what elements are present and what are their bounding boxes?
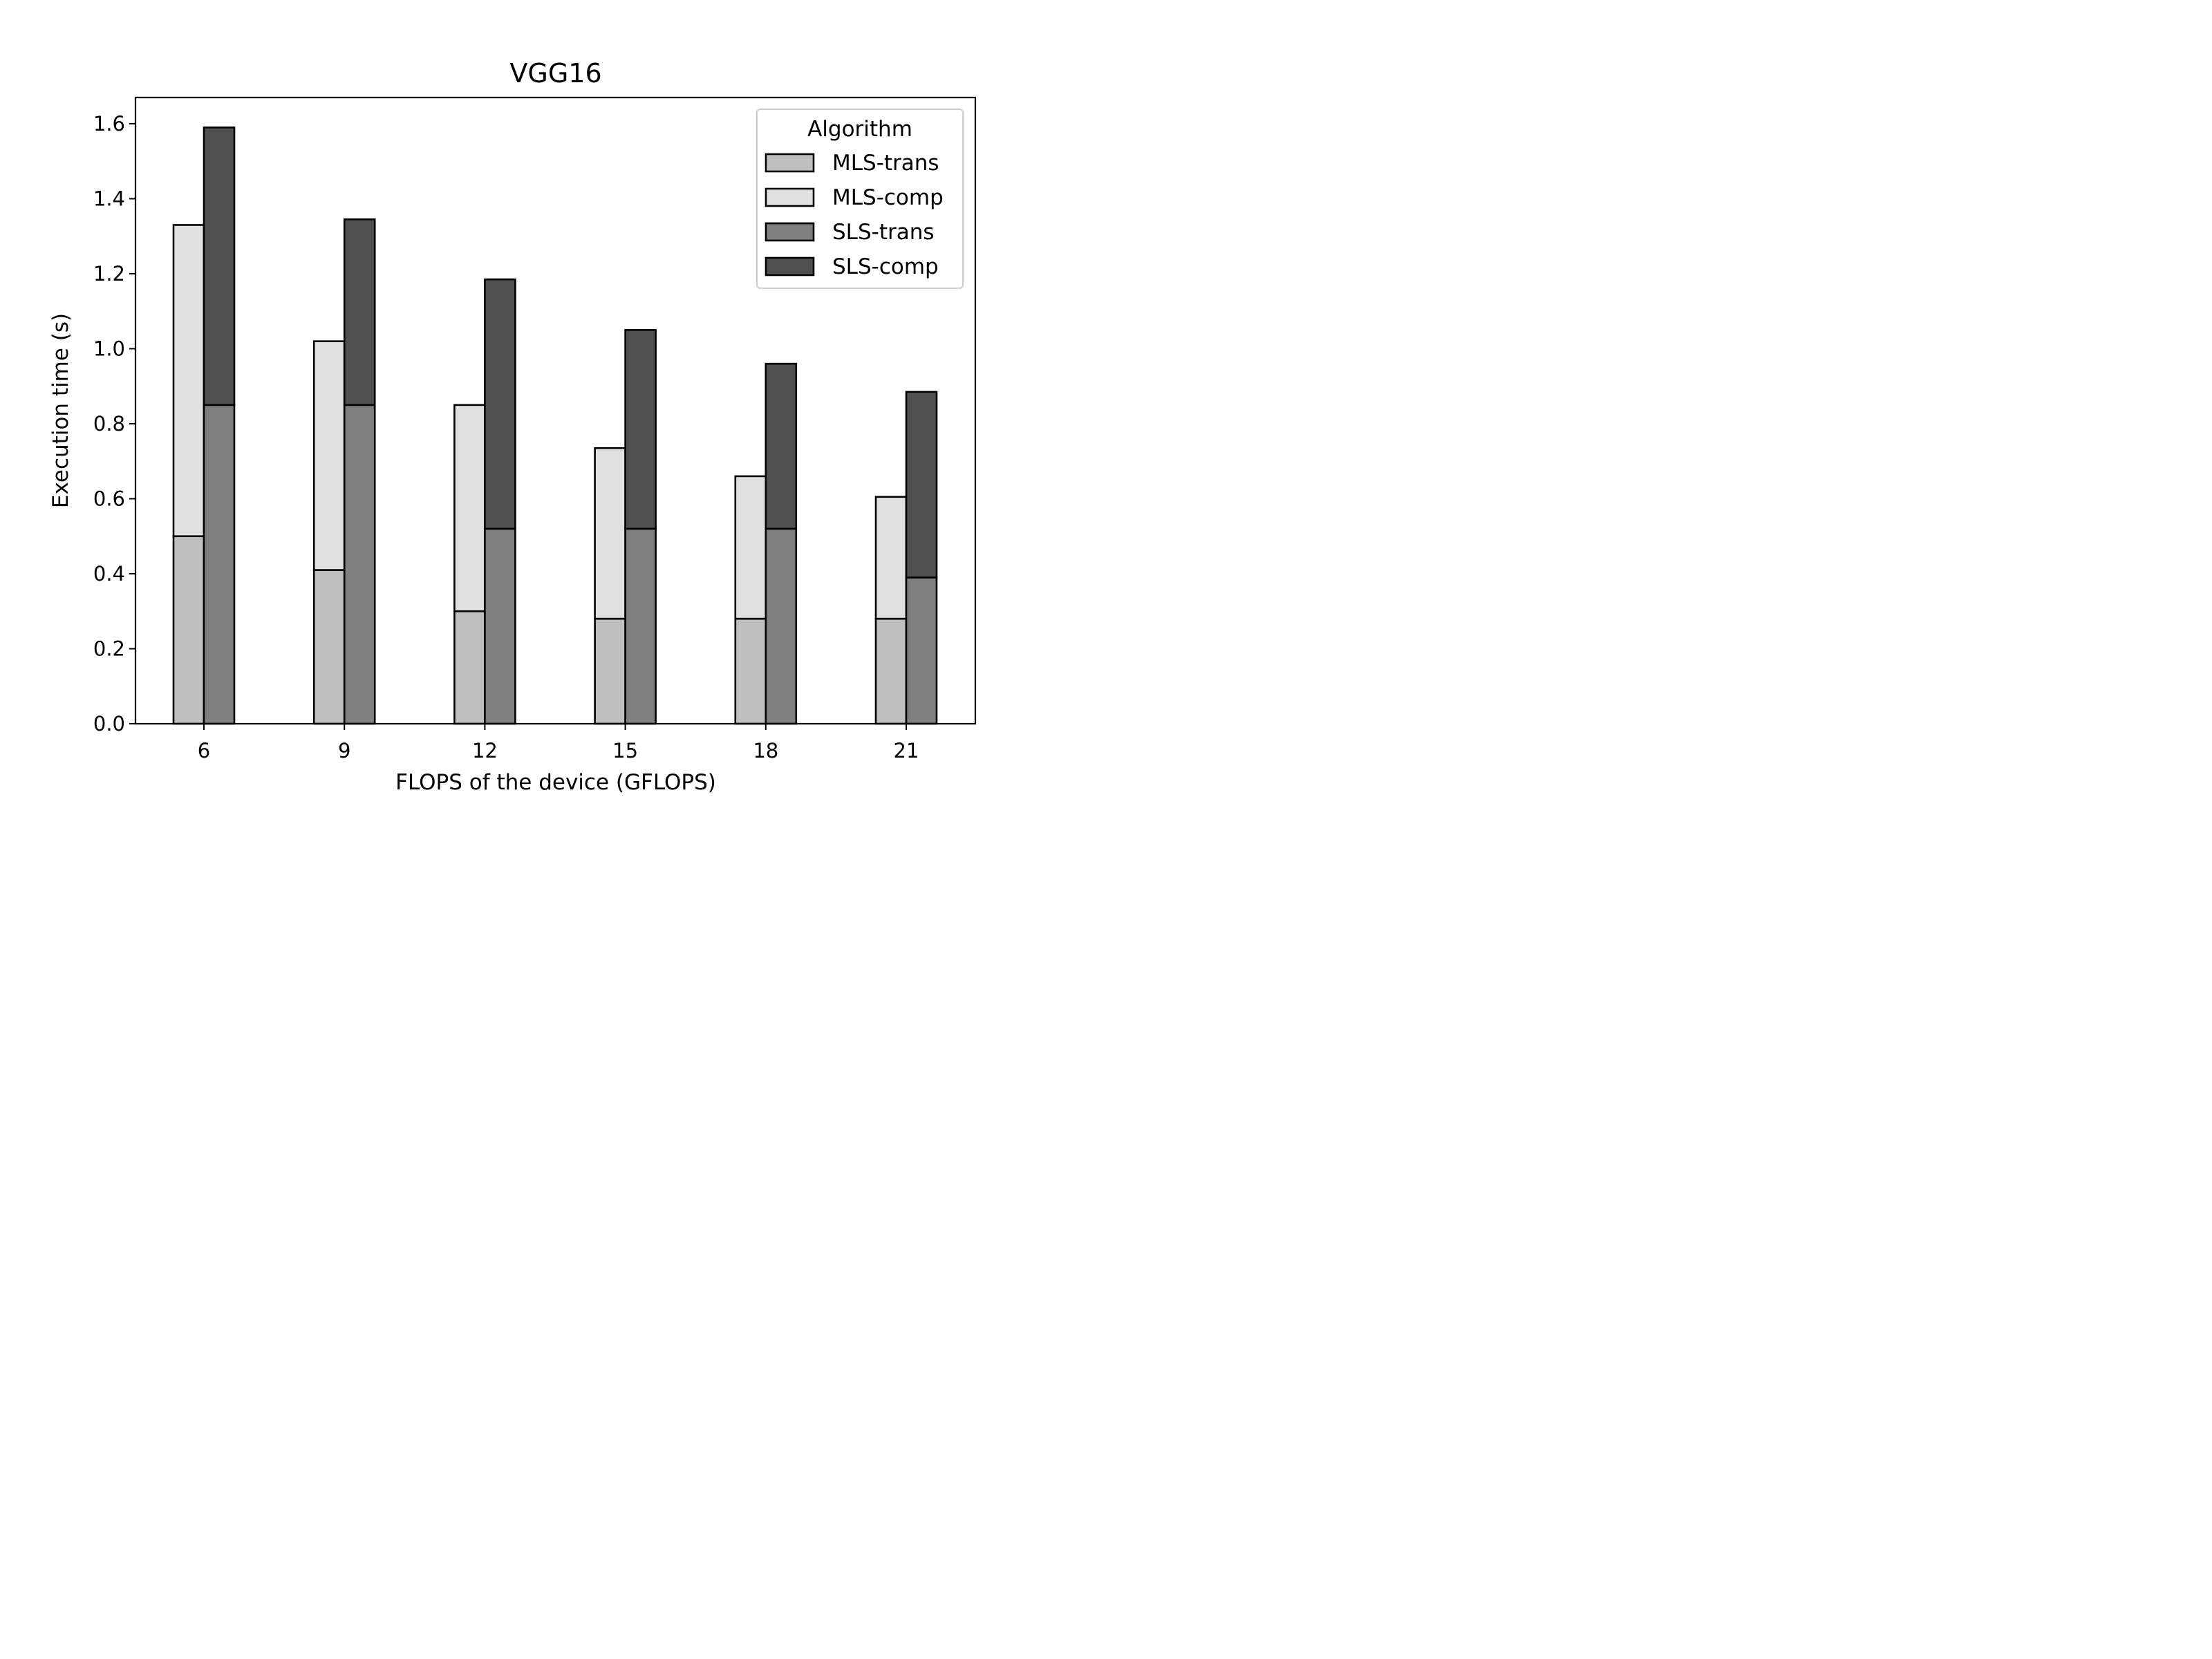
bar-mls-trans-9 (312, 569, 346, 725)
chart: VGG16 0.0 0.2 0.4 0.6 0.8 1.0 1.2 1.4 1.6 6 9 12 15… (0, 0, 1070, 803)
chart-title: VGG16 (509, 58, 601, 88)
legend-label-sls-comp: SLS-comp (832, 254, 939, 279)
x-tick-label: 15 (612, 739, 638, 762)
bar-mls-trans-21 (874, 617, 908, 725)
x-tick-label: 6 (198, 739, 210, 762)
y-tick-label: 1.4 (93, 187, 125, 210)
bar-mls-trans-6 (172, 535, 205, 725)
legend-entries: MLS-trans MLS-comp SLS-trans SLS-comp (765, 151, 944, 279)
legend-swatch-mls-trans (765, 153, 815, 173)
bar-mls-trans-12 (453, 610, 486, 725)
legend-label-mls-trans: MLS-trans (832, 151, 939, 176)
legend: Algorithm MLS-trans MLS-comp SLS-trans SLS-… (756, 109, 964, 289)
bar-sls-comp-9 (343, 218, 376, 406)
x-tick-label: 18 (753, 739, 778, 762)
legend-label-mls-comp: MLS-comp (832, 185, 944, 210)
y-tick-label: 1.2 (93, 262, 125, 285)
bar-mls-trans-15 (594, 617, 626, 725)
bar-sls-trans-18 (765, 527, 798, 725)
bar-sls-comp-6 (203, 126, 236, 406)
bars-layer (172, 126, 938, 725)
y-axis-ticks: 0.0 0.2 0.4 0.6 0.8 1.0 1.2 1.4 1.6 (93, 112, 135, 735)
y-tick-label: 0.2 (93, 637, 125, 660)
bar-sls-trans-15 (624, 527, 657, 725)
bar-sls-trans-9 (343, 404, 376, 725)
y-tick-label: 1.0 (93, 337, 125, 360)
y-tick-label: 0.4 (93, 562, 125, 585)
bar-sls-comp-18 (765, 362, 798, 530)
bar-sls-trans-6 (203, 404, 236, 725)
bar-mls-trans-18 (734, 617, 767, 725)
x-axis-label: FLOPS of the device (GFLOPS) (395, 770, 716, 795)
bar-mls-comp-15 (594, 447, 626, 620)
legend-swatch-sls-comp (765, 256, 815, 276)
bar-mls-comp-21 (874, 496, 908, 620)
bar-mls-comp-18 (734, 475, 767, 620)
y-tick-label: 1.6 (93, 112, 125, 135)
y-axis-label: Execution time (s) (48, 313, 73, 508)
bar-sls-trans-21 (905, 577, 938, 725)
bar-sls-trans-12 (484, 527, 516, 725)
x-tick-label: 21 (894, 739, 919, 762)
bar-mls-comp-12 (453, 404, 486, 612)
y-tick-label: 0.8 (93, 412, 125, 435)
x-tick-label: 12 (472, 739, 498, 762)
bar-mls-comp-6 (172, 224, 205, 538)
bar-mls-comp-9 (312, 340, 346, 571)
legend-label-sls-trans: SLS-trans (832, 220, 935, 245)
legend-swatch-mls-comp (765, 187, 815, 207)
bar-sls-comp-12 (484, 278, 516, 530)
legend-swatch-sls-trans (765, 222, 815, 242)
bar-sls-comp-15 (624, 329, 657, 530)
legend-title: Algorithm (807, 117, 912, 142)
x-tick-label: 9 (338, 739, 350, 762)
plot-frame (134, 96, 977, 725)
y-tick-label: 0.0 (93, 712, 125, 735)
x-axis-ticks: 6 9 12 15 18 21 (198, 724, 919, 762)
y-tick-label: 0.6 (93, 487, 125, 510)
bar-sls-comp-21 (905, 391, 938, 579)
